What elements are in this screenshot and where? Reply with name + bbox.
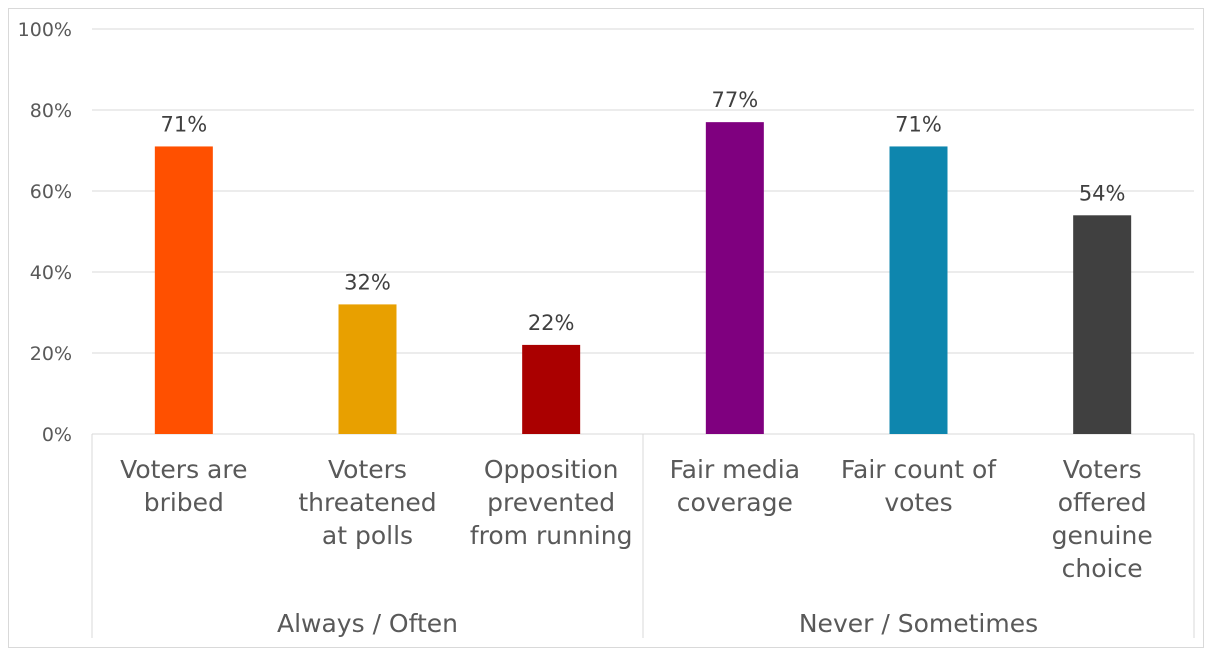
y-tick-label: 100% [18, 19, 72, 41]
category-label-line: votes [884, 488, 952, 517]
category-label-line: Fair media [670, 455, 800, 484]
category-label: Voters threatened at polls [298, 455, 436, 550]
category-label-line: Opposition [484, 455, 619, 484]
bar [154, 146, 213, 434]
category-label: Voters are bribed [120, 455, 247, 517]
y-tick-label: 40% [30, 262, 72, 284]
category-label-line: from running [470, 521, 633, 550]
category-label-line: bribed [144, 488, 224, 517]
category-label-line: Voters [1063, 455, 1142, 484]
group-label: Always / Often [277, 609, 458, 638]
bar [1073, 215, 1132, 434]
data-label: 22% [528, 311, 575, 335]
category-label: Fair count of votes [841, 455, 997, 517]
category-label-line: Voters are [120, 455, 247, 484]
category-label-line: coverage [677, 488, 793, 517]
category-label-line: genuine [1052, 521, 1153, 550]
group-label: Never / Sometimes [799, 609, 1038, 638]
category-label-line: threatened [298, 488, 436, 517]
bar [705, 122, 764, 435]
category-label: Opposition prevented from running [470, 455, 633, 550]
data-label: 54% [1079, 181, 1126, 205]
category-label-line: Fair count of [841, 455, 997, 484]
y-tick-label: 80% [30, 100, 72, 122]
y-tick-label: 60% [30, 181, 72, 203]
category-label: Fair media coverage [670, 455, 800, 517]
category-label-line: Voters [328, 455, 407, 484]
bar [338, 304, 397, 434]
data-label: 32% [344, 270, 391, 294]
bar [522, 344, 581, 434]
bar [889, 146, 948, 434]
y-tick-label: 20% [30, 343, 72, 365]
data-label: 71% [895, 112, 942, 136]
data-label: 77% [711, 88, 758, 112]
category-label-line: at polls [322, 521, 413, 550]
category-label-line: offered [1058, 488, 1147, 517]
data-label: 71% [160, 112, 207, 136]
category-label: Voters offered genuine choice [1052, 455, 1153, 583]
y-tick-label: 0% [42, 424, 72, 446]
category-label-line: choice [1062, 554, 1143, 583]
category-label-line: prevented [487, 488, 615, 517]
